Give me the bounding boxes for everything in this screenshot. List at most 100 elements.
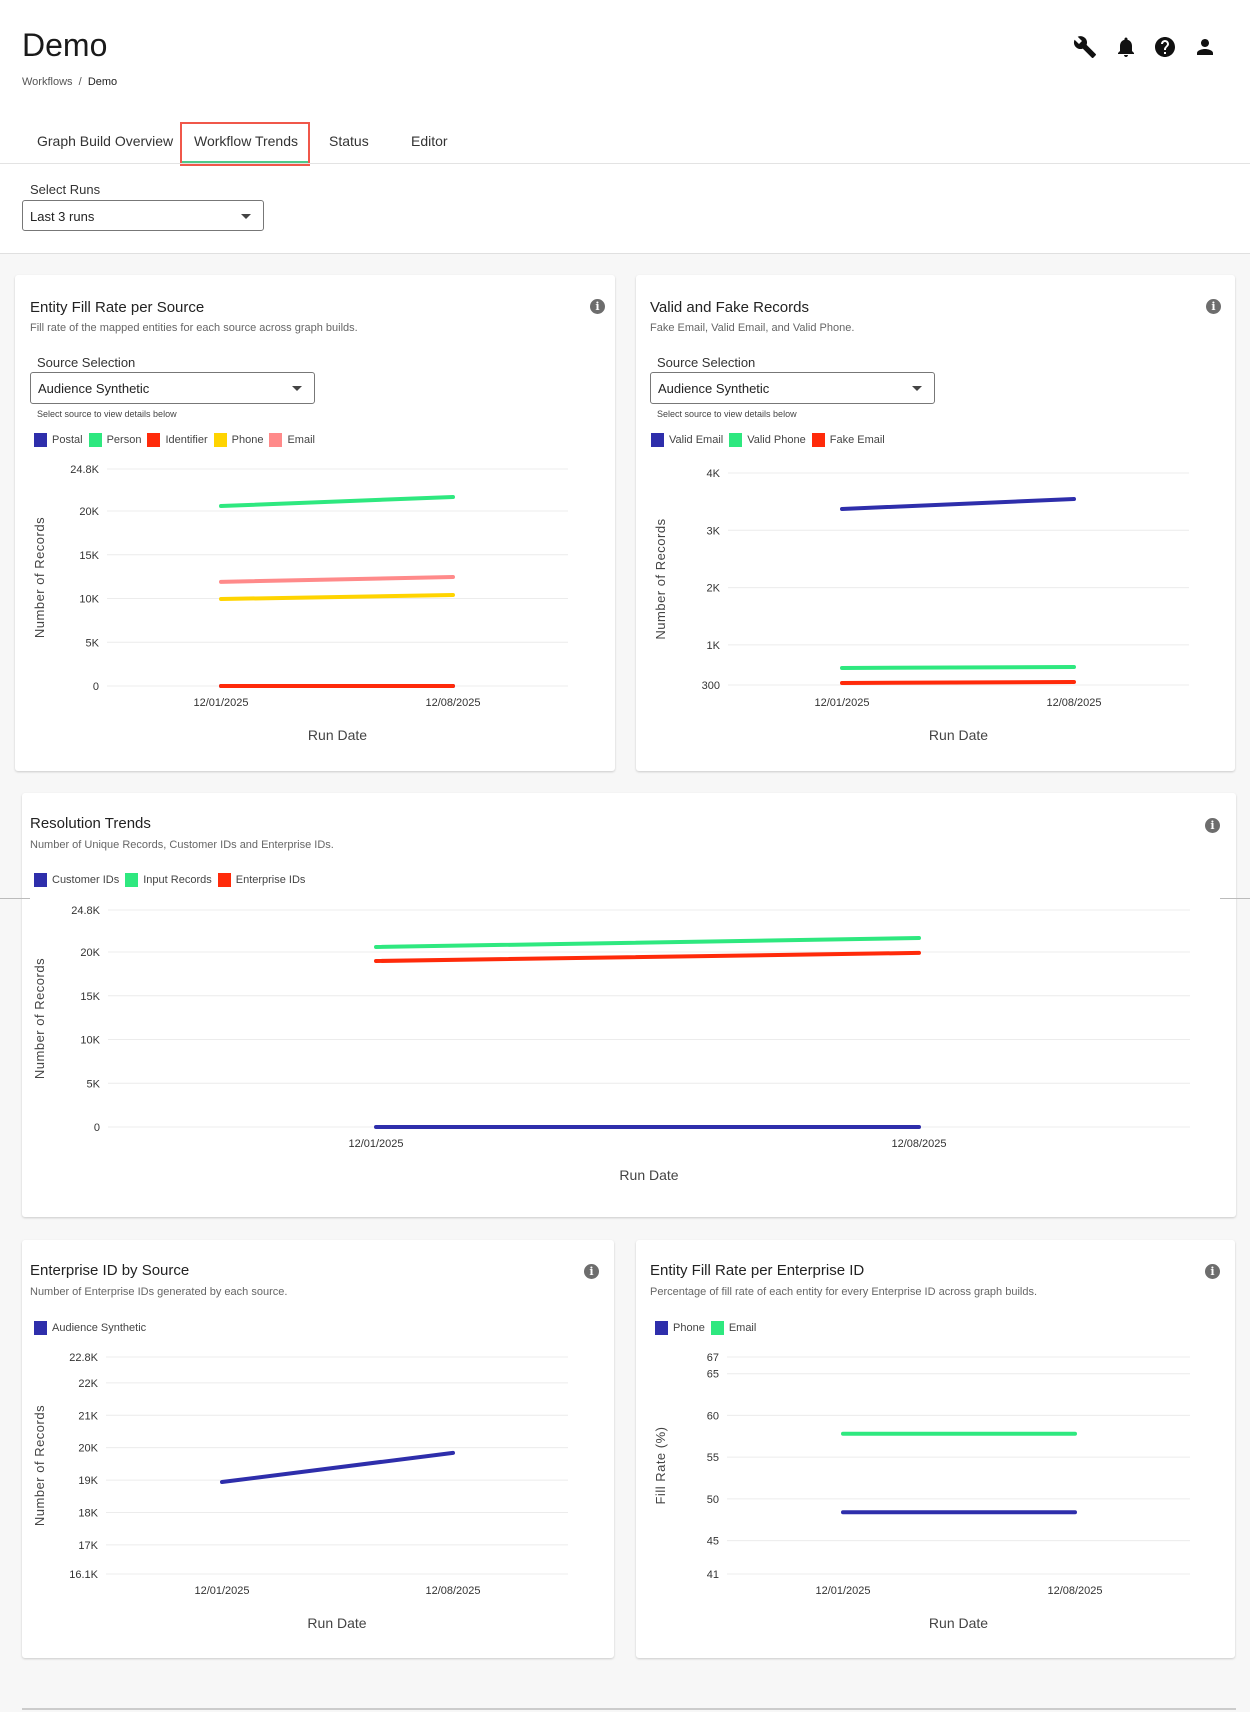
card-subtitle: Number of Enterprise IDs generated by ea…	[30, 1286, 288, 1298]
y-tick-label: 24.8K	[71, 905, 100, 917]
legend-label: Phone	[231, 434, 264, 446]
legend-swatch	[34, 873, 47, 887]
active-tab-indicator	[182, 161, 308, 163]
highlight-box	[180, 122, 310, 166]
page-title: Demo	[22, 27, 108, 63]
y-tick-label: 10K	[80, 1035, 100, 1047]
legend-label: Email	[728, 1322, 757, 1334]
y-tick-label: 19K	[78, 1475, 98, 1487]
legend-label: Phone	[673, 1322, 705, 1334]
y-tick-label: 1K	[707, 640, 721, 652]
valid-fake-records-card: Valid and Fake Records Fake Email, Valid…	[636, 275, 1235, 771]
legend-item[interactable]: Audience Synthetic	[34, 1321, 146, 1335]
legend-swatch	[729, 433, 743, 447]
y-axis-label: Number of Records	[653, 518, 668, 639]
y-tick-label: 20K	[80, 947, 100, 959]
chart-legend: Phone Email	[655, 1321, 762, 1335]
tab-status[interactable]: Status	[329, 133, 369, 149]
y-tick-label: 21K	[78, 1410, 98, 1422]
info-icon[interactable]: i	[1206, 299, 1221, 314]
legend-item[interactable]: Phone	[213, 433, 264, 447]
y-tick-label: 4K	[707, 468, 721, 480]
y-axis-label: Number of Records	[32, 1405, 47, 1526]
info-icon[interactable]: i	[584, 1264, 599, 1279]
legend-swatch	[269, 433, 283, 447]
legend-swatch	[125, 873, 139, 887]
info-icon[interactable]: i	[590, 299, 605, 314]
card-subtitle: Percentage of fill rate of each entity f…	[650, 1286, 1038, 1298]
tab-editor[interactable]: Editor	[411, 133, 448, 149]
y-tick-label: 16.1K	[69, 1569, 98, 1581]
source-selection-dropdown[interactable]: Audience Synthetic	[650, 372, 935, 404]
legend-item[interactable]: Postal	[34, 433, 83, 447]
source-selection-label: Source Selection	[37, 355, 136, 370]
y-tick-label: 20K	[78, 1443, 98, 1455]
legend-item[interactable]: Person	[88, 433, 142, 447]
tab-graph-build-overview[interactable]: Graph Build Overview	[37, 133, 174, 149]
tab-workflow-trends[interactable]: Workflow Trends	[194, 133, 298, 149]
divider	[0, 898, 30, 899]
legend-item[interactable]: Email	[710, 1321, 757, 1335]
select-runs-label: Select Runs	[30, 182, 101, 197]
select-runs-dropdown[interactable]: Last 3 runs	[22, 200, 264, 231]
legend-item[interactable]: Valid Email	[651, 433, 723, 447]
legend-item[interactable]: Fake Email	[811, 433, 885, 447]
x-tick-label: 12/08/2025	[891, 1138, 946, 1150]
y-tick-label: 17K	[78, 1540, 98, 1552]
wrench-icon[interactable]	[1073, 35, 1097, 59]
chart-legend: Customer IDs Input Records Enterprise IDs	[34, 873, 311, 887]
help-icon[interactable]	[1153, 35, 1177, 59]
x-axis-label: Run Date	[307, 1615, 366, 1631]
x-tick-label: 12/08/2025	[1046, 697, 1101, 709]
source-selection-dropdown[interactable]: Audience Synthetic	[30, 372, 315, 404]
series-line-email	[219, 574, 455, 584]
info-icon[interactable]: i	[1205, 1264, 1220, 1279]
y-tick-label: 20K	[79, 506, 99, 518]
y-tick-label: 15K	[79, 550, 99, 562]
y-axis-label: Fill Rate (%)	[653, 1426, 668, 1504]
legend-item[interactable]: Phone	[655, 1321, 705, 1335]
x-tick-label: 12/01/2025	[348, 1138, 403, 1150]
divider	[1220, 898, 1250, 899]
x-tick-label: 12/08/2025	[425, 697, 480, 709]
breadcrumb-workflows[interactable]: Workflows	[22, 76, 73, 88]
chevron-down-icon	[912, 386, 922, 391]
entity-fill-rate-card: Entity Fill Rate per Source Fill rate of…	[15, 275, 615, 771]
legend-swatch	[213, 433, 227, 447]
legend-item[interactable]: Email	[269, 433, 315, 447]
legend-item[interactable]: Customer IDs	[34, 873, 119, 887]
y-tick-label: 22.8K	[69, 1352, 98, 1364]
x-tick-label: 12/01/2025	[194, 1585, 249, 1597]
fill-rate-per-enterprise-card: Entity Fill Rate per Enterprise ID Perce…	[636, 1240, 1235, 1658]
series-line-input-records	[374, 936, 921, 950]
card-title: Entity Fill Rate per Source	[30, 299, 205, 316]
y-tick-label: 3K	[707, 525, 721, 537]
user-icon[interactable]	[1193, 35, 1217, 59]
legend-swatch	[655, 1321, 668, 1335]
y-tick-label: 18K	[78, 1507, 98, 1519]
legend-item[interactable]: Valid Phone	[729, 433, 806, 447]
y-tick-label: 15K	[80, 991, 100, 1003]
info-icon[interactable]: i	[1205, 818, 1220, 833]
x-tick-label: 12/01/2025	[815, 1585, 870, 1597]
resolution-trends-card: Resolution Trends Number of Unique Recor…	[22, 793, 1236, 1217]
source-selection-value: Audience Synthetic	[658, 381, 770, 396]
series-line-valid-email	[840, 497, 1076, 511]
legend-item[interactable]: Enterprise IDs	[217, 873, 306, 887]
y-tick-label: 300	[702, 680, 720, 692]
source-helper-text: Select source to view details below	[657, 409, 797, 419]
legend-swatch	[710, 1321, 724, 1335]
legend-label: Enterprise IDs	[235, 874, 306, 886]
x-axis-label: Run Date	[929, 1615, 988, 1631]
legend-item[interactable]: Input Records	[125, 873, 212, 887]
y-tick-label: 65	[707, 1369, 719, 1381]
bell-icon[interactable]	[1114, 35, 1138, 59]
chart-legend: Postal Person Identifier Phone Email	[34, 433, 321, 447]
legend-item[interactable]: Identifier	[147, 433, 208, 447]
x-tick-label: 12/01/2025	[814, 697, 869, 709]
source-helper-text: Select source to view details below	[37, 409, 177, 419]
legend-label: Audience Synthetic	[52, 1322, 147, 1334]
legend-label: Person	[106, 434, 142, 446]
y-tick-label: 45	[707, 1536, 719, 1548]
